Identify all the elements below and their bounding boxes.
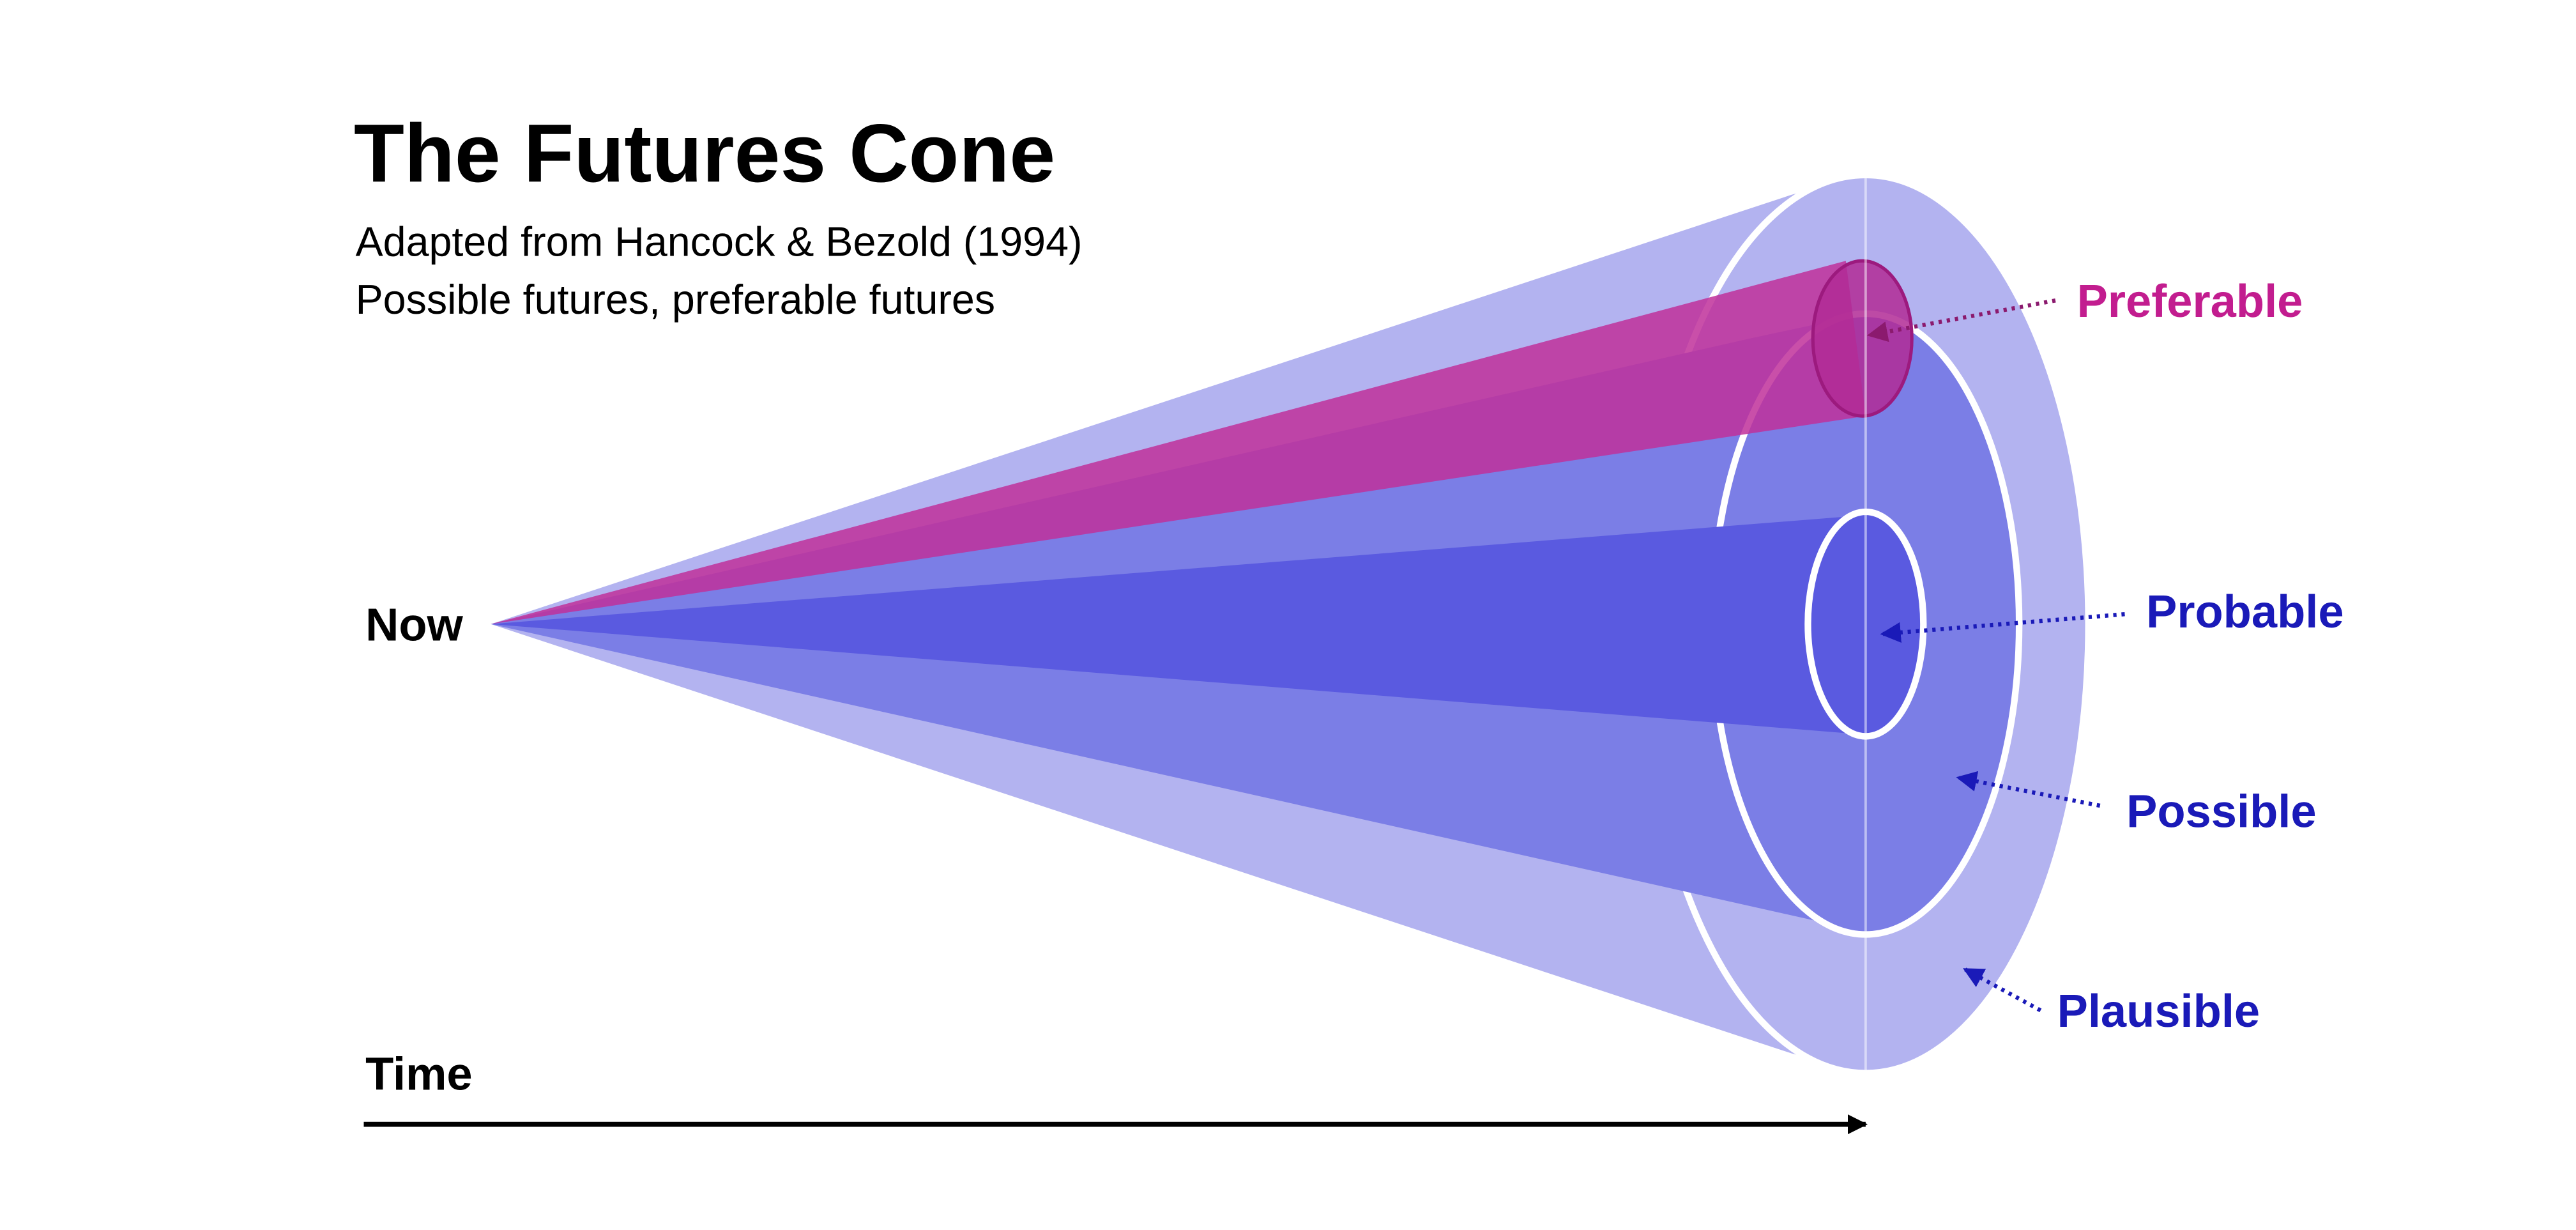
origin-label: Now <box>365 600 463 651</box>
preferable-ellipse <box>1811 259 1914 418</box>
subtitle: Possible futures, preferable futures <box>356 277 996 323</box>
time-label: Time <box>365 1049 473 1100</box>
cone-label: Probable <box>2146 587 2344 638</box>
title: The Futures Cone <box>354 107 1055 199</box>
cone-label: Preferable <box>2077 276 2303 327</box>
preferable-cone <box>491 261 1866 624</box>
probable-cone <box>491 515 1866 735</box>
cone-label: Plausible <box>2057 986 2260 1037</box>
plausible-pointer <box>1963 967 2042 1013</box>
subtitle: Adapted from Hancock & Bezold (1994) <box>356 219 1083 265</box>
preferable-pointer <box>1866 298 2056 342</box>
cone-label: Possible <box>2126 787 2316 838</box>
